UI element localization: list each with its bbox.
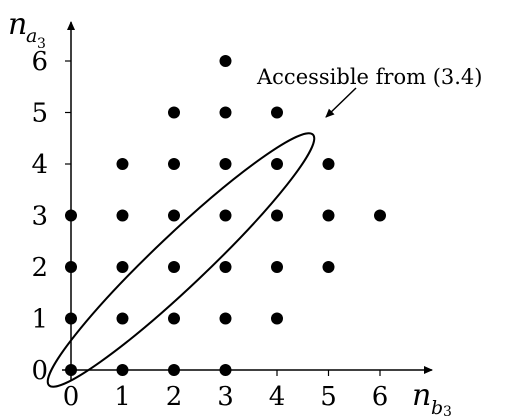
x-tick-label: 1 — [114, 382, 131, 412]
y-axis-label: n a 3 — [8, 7, 46, 52]
y-tick-label: 5 — [31, 99, 48, 129]
data-point — [65, 209, 77, 222]
data-point — [65, 312, 77, 325]
data-point — [219, 261, 232, 273]
data-point — [168, 209, 180, 222]
annotation-arrow — [325, 87, 357, 118]
data-point — [168, 106, 180, 119]
data-point — [271, 261, 283, 273]
data-point — [168, 158, 180, 170]
annotation: Accessible from (3.4) — [256, 65, 482, 118]
data-point — [271, 209, 283, 222]
data-point — [116, 261, 129, 273]
y-tick-label: 0 — [31, 356, 48, 386]
y-tick-label: 2 — [31, 253, 48, 283]
svg-text:a: a — [26, 25, 37, 47]
x-ticks: 0 1 2 3 4 5 6 — [63, 370, 389, 412]
y-axis-label-subsub: 3 — [37, 36, 46, 52]
x-axis-label-subsub: 3 — [443, 404, 452, 416]
data-point — [116, 312, 129, 325]
y-tick-label: 6 — [31, 47, 48, 77]
data-point — [65, 261, 77, 273]
x-axis-label: n b 3 — [412, 378, 452, 416]
data-point — [322, 158, 335, 170]
x-tick-label: 0 — [63, 382, 80, 412]
x-axis-label-base: n — [412, 378, 431, 413]
data-points — [65, 55, 386, 376]
x-tick-label: 4 — [269, 382, 286, 412]
x-tick-label: 5 — [320, 382, 337, 412]
y-tick-label: 1 — [31, 305, 48, 335]
annotation-text: Accessible from (3.4) — [256, 65, 482, 89]
data-point — [271, 312, 283, 325]
data-point — [219, 55, 232, 67]
data-point — [322, 261, 335, 273]
x-axis-label-sub: b — [431, 397, 443, 416]
data-point — [271, 106, 283, 119]
svg-text:3: 3 — [37, 36, 46, 52]
data-point — [219, 106, 232, 119]
x-tick-label: 6 — [372, 382, 389, 412]
data-point — [168, 261, 180, 273]
y-ticks: 0 1 2 3 4 5 6 — [31, 47, 71, 386]
svg-text:n: n — [8, 7, 27, 42]
y-axis-label-base: n — [8, 7, 27, 42]
data-point — [168, 364, 180, 376]
data-point — [322, 209, 335, 222]
svg-text:3: 3 — [443, 404, 452, 416]
data-point — [219, 312, 232, 325]
data-point — [168, 312, 180, 325]
data-point — [116, 209, 129, 222]
svg-text:n: n — [412, 378, 431, 413]
data-point — [65, 364, 77, 376]
data-point — [219, 158, 232, 170]
data-point — [374, 209, 386, 222]
data-point — [271, 158, 283, 170]
data-point — [219, 209, 232, 222]
x-tick-label: 2 — [166, 382, 183, 412]
data-point — [116, 364, 129, 376]
y-tick-label: 4 — [31, 150, 48, 180]
x-tick-label: 3 — [217, 382, 234, 412]
y-axis-label-sub: a — [26, 25, 37, 47]
y-tick-label: 3 — [31, 202, 48, 232]
data-point — [219, 364, 232, 376]
svg-text:b: b — [431, 397, 443, 416]
data-point — [116, 158, 129, 170]
accessible-region-ellipse — [46, 132, 316, 388]
